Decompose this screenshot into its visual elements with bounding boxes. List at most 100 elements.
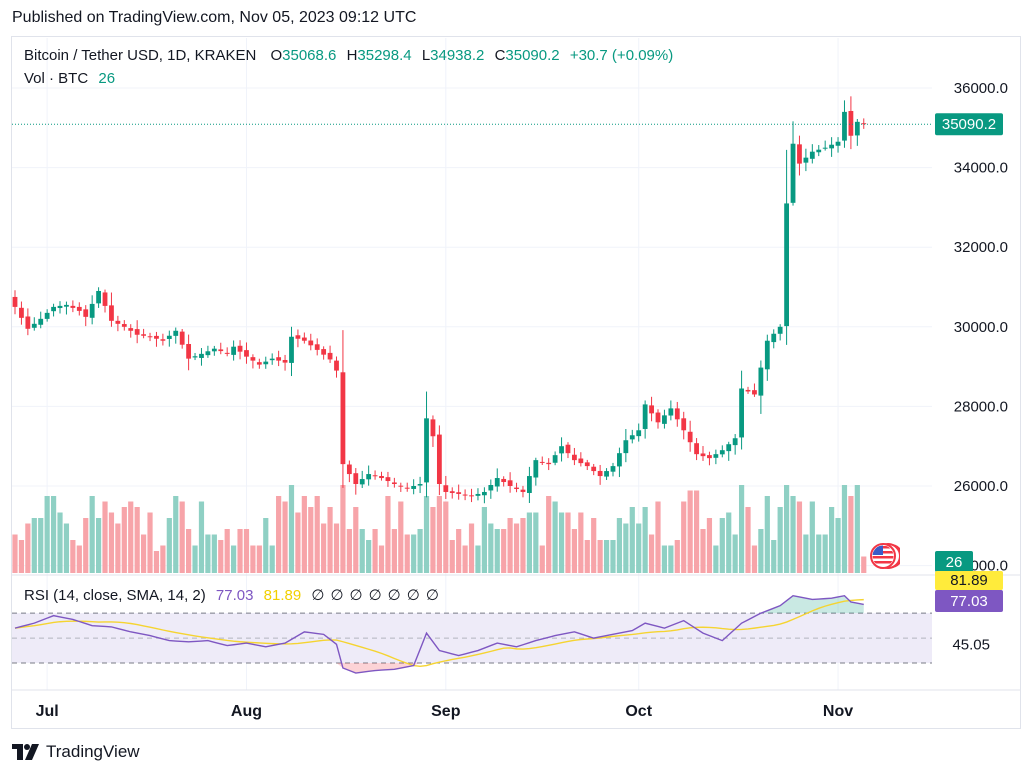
candle	[829, 137, 835, 157]
chart-canvas[interactable]: 35090.2 36000.0 34000.0 32000.0 30000.0 28000…	[0, 0, 1035, 735]
rsi-value-label-bg	[935, 590, 1003, 612]
candle-body	[629, 435, 635, 440]
na-marker: ∅	[406, 587, 420, 604]
candle-body	[282, 359, 288, 363]
volume-bar	[423, 496, 430, 573]
candle-body	[379, 476, 384, 479]
volume-bar	[616, 518, 623, 573]
volume-bar	[95, 518, 102, 573]
candle-body	[160, 339, 166, 341]
candle-body	[803, 157, 809, 163]
chart-frame	[11, 36, 1021, 729]
volume-bar	[700, 529, 706, 573]
volume-bar	[758, 529, 764, 573]
volume-bar	[25, 523, 31, 573]
candle-body	[623, 440, 629, 454]
candle	[76, 302, 82, 316]
candle	[205, 345, 211, 358]
volume-bar	[693, 490, 700, 573]
candle	[854, 119, 860, 146]
candle-body	[758, 367, 764, 396]
volume-bar	[809, 501, 815, 573]
candle	[449, 487, 455, 499]
na-marker: ∅	[349, 587, 363, 604]
candle-body	[584, 462, 590, 467]
volume-bar	[211, 534, 217, 573]
candle	[64, 301, 69, 315]
volume-bar	[63, 523, 70, 573]
candle	[121, 320, 127, 331]
volume-bar	[501, 529, 507, 573]
candle-body	[89, 303, 95, 318]
candle	[173, 327, 179, 344]
candle-body	[674, 408, 680, 420]
candle-body	[462, 494, 468, 496]
volume-label-bg	[935, 551, 973, 572]
rsi-label: RSI (14, close, SMA, 14, 2)	[24, 587, 206, 604]
candle-body	[649, 405, 654, 414]
candle	[57, 301, 63, 314]
volume-bar	[636, 523, 642, 573]
volume-bar	[160, 545, 166, 573]
tradingview-logo[interactable]: TradingView	[12, 742, 140, 762]
candle	[244, 342, 249, 364]
volume-bar	[333, 523, 340, 573]
volume-bar	[173, 496, 179, 573]
candle	[398, 482, 404, 492]
volume-bar	[841, 485, 848, 573]
candle-body	[179, 331, 185, 345]
volume-bar	[231, 545, 237, 573]
volume-bar	[674, 540, 680, 573]
candle-body	[835, 141, 841, 146]
candle	[256, 358, 262, 369]
time-tick-label: Aug	[231, 703, 262, 720]
candle-body	[527, 476, 532, 493]
candle-body	[31, 323, 37, 328]
candle-body	[764, 340, 770, 370]
low-value: 34938.2	[430, 47, 485, 64]
candle	[166, 330, 172, 347]
candle	[314, 338, 320, 356]
us-flag-icon[interactable]	[870, 541, 900, 571]
candle	[25, 308, 31, 336]
volume-bar	[186, 529, 192, 573]
candle	[147, 332, 153, 342]
volume-bar	[790, 496, 796, 573]
candle-body	[861, 123, 867, 125]
candle-body	[295, 335, 301, 339]
volume-bar	[237, 529, 243, 573]
price-tick-label: 34000.0	[954, 160, 1008, 177]
volume-bar	[18, 540, 25, 573]
volume-bar	[398, 501, 404, 573]
candle-body	[19, 307, 24, 318]
candle	[501, 476, 507, 487]
candle-body	[256, 362, 262, 365]
candle-body	[263, 361, 269, 365]
candle	[346, 460, 352, 483]
candle-body	[96, 290, 101, 304]
candle-body	[314, 344, 320, 350]
candle	[289, 326, 294, 377]
candle-body	[449, 491, 455, 493]
candle	[250, 354, 256, 369]
candle-body	[745, 389, 751, 392]
candle	[89, 295, 95, 325]
volume-bar	[835, 518, 841, 573]
candle	[295, 329, 301, 348]
volume-bar	[192, 545, 198, 573]
candle	[572, 447, 577, 466]
volume-legend: Vol · BTC 26	[24, 70, 115, 87]
candle	[192, 352, 198, 361]
candle-body	[771, 333, 777, 343]
volume-bar	[353, 507, 359, 573]
volume-bar	[70, 540, 76, 573]
candle	[199, 348, 204, 366]
candle	[649, 396, 654, 422]
close-label: C	[494, 47, 506, 64]
candle	[700, 446, 706, 461]
candle	[366, 465, 372, 486]
candle-body	[514, 487, 519, 489]
price-tick-label: 26000.0	[954, 478, 1008, 495]
volume-bar	[719, 518, 725, 573]
rsi-tick-label: 45.05	[952, 636, 990, 653]
